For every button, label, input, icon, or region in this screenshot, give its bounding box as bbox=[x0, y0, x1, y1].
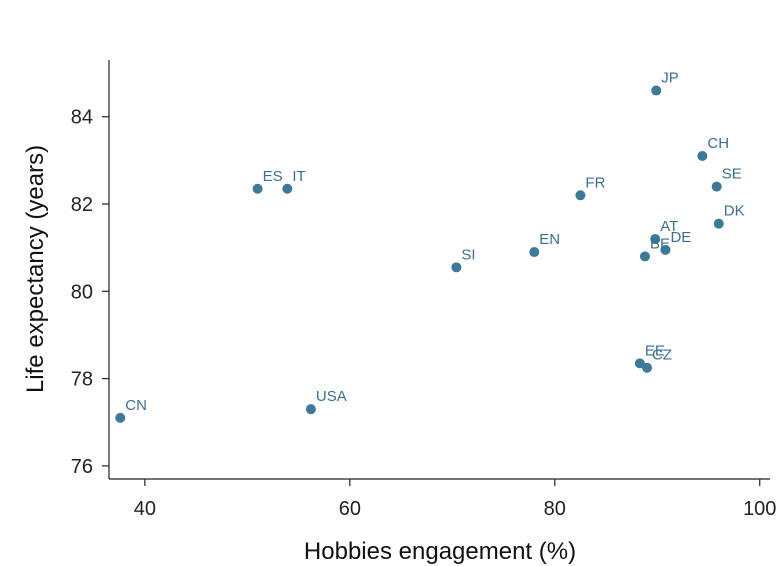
point-label: CH bbox=[707, 135, 729, 152]
data-point bbox=[639, 251, 650, 262]
data-point bbox=[451, 262, 462, 273]
data-point bbox=[252, 183, 263, 194]
data-point bbox=[660, 244, 671, 255]
point-label: EE bbox=[645, 342, 665, 359]
data-point bbox=[711, 181, 722, 192]
data-point bbox=[697, 151, 708, 162]
point-label: SI bbox=[461, 246, 475, 263]
point-label: DK bbox=[724, 203, 745, 220]
point-label: CN bbox=[125, 397, 147, 414]
point-label: JP bbox=[661, 70, 679, 87]
point-label: SE bbox=[722, 166, 742, 183]
x-tick-label: 40 bbox=[134, 498, 156, 520]
point-label: ES bbox=[263, 168, 283, 185]
y-tick-label: 84 bbox=[71, 107, 93, 129]
x-axis-title: Hobbies engagement (%) bbox=[304, 538, 576, 565]
point-label: EN bbox=[539, 231, 560, 248]
y-axis-title: Life expectancy (years) bbox=[22, 145, 49, 393]
data-point bbox=[529, 247, 540, 258]
y-tick-label: 76 bbox=[71, 456, 93, 478]
point-label: IT bbox=[292, 168, 305, 185]
data-point bbox=[642, 362, 653, 373]
data-point bbox=[651, 85, 662, 96]
x-tick-label: 60 bbox=[339, 498, 361, 520]
ticks: 40 60 80 100 76 78 80 82 84 bbox=[71, 107, 777, 520]
x-tick-label: 80 bbox=[544, 498, 566, 520]
point-label: AT bbox=[660, 218, 678, 235]
data-point bbox=[713, 218, 724, 229]
point-label: CZ bbox=[652, 347, 672, 364]
data-point bbox=[282, 183, 293, 194]
point-label: FR bbox=[585, 174, 605, 191]
data-point bbox=[650, 233, 661, 244]
y-tick-label: 82 bbox=[71, 194, 93, 216]
x-tick-label: 100 bbox=[743, 498, 776, 520]
axes bbox=[108, 60, 770, 480]
point-label: DE bbox=[670, 229, 691, 246]
data-point bbox=[575, 190, 586, 201]
y-tick-label: 78 bbox=[71, 369, 93, 391]
y-tick-label: 80 bbox=[71, 281, 93, 303]
point-label: USA bbox=[316, 388, 347, 405]
data-point bbox=[115, 412, 126, 423]
point-label: BE bbox=[650, 235, 670, 252]
data-point bbox=[305, 404, 316, 415]
data-point bbox=[634, 358, 645, 369]
